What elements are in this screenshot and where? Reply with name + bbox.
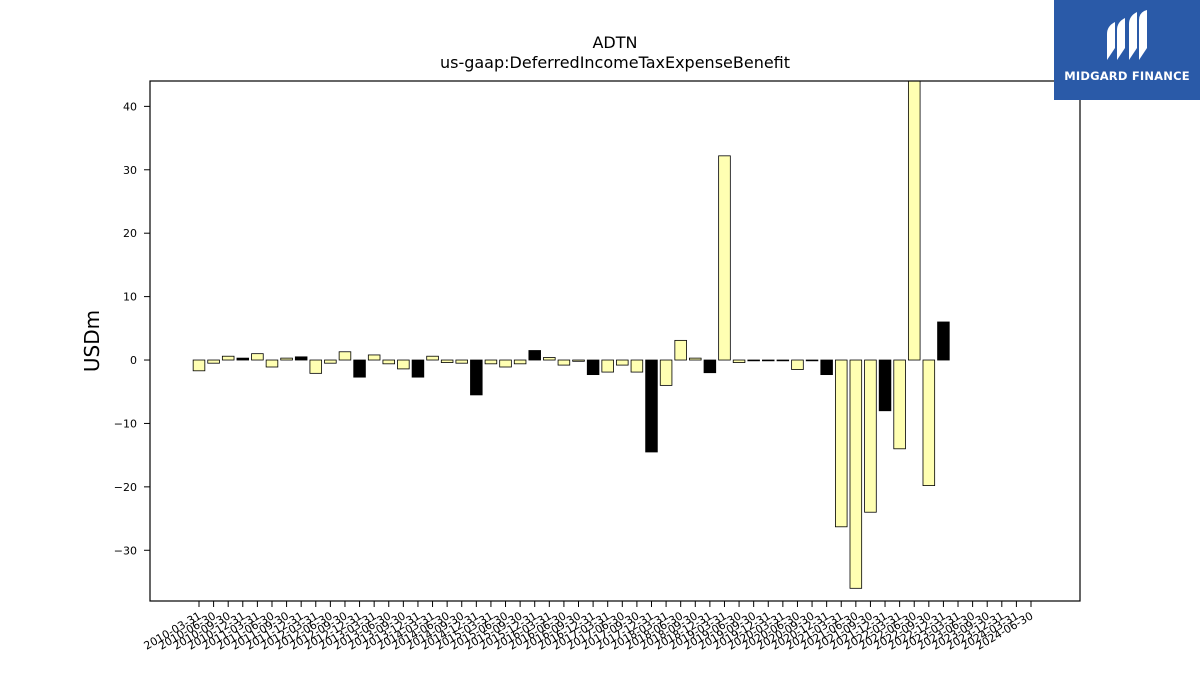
y-tick-label: 40	[123, 100, 137, 113]
bar-2012-03-31	[309, 359, 323, 374]
bar-2014-03-31	[426, 355, 439, 361]
bar-2018-06-30	[674, 339, 687, 361]
bar-2014-09-30	[455, 359, 468, 364]
bar-2021-12-31	[878, 359, 892, 412]
bar-2019-03-31	[718, 155, 731, 361]
bars-group	[192, 80, 950, 589]
bar-2020-03-31	[776, 359, 790, 362]
bar-2019-06-30	[732, 359, 746, 363]
y-tick-label: −20	[114, 481, 137, 494]
y-tick-label: 20	[123, 227, 137, 240]
bar-2017-09-30	[630, 359, 644, 373]
bar-2011-12-31	[294, 356, 308, 361]
bar-2011-09-30	[280, 357, 293, 361]
bar-2016-06-30	[557, 359, 571, 366]
bar-2015-09-30	[513, 359, 527, 365]
bar-2022-06-30	[907, 80, 921, 361]
bar-2022-12-31	[937, 321, 950, 361]
y-tick-label: −30	[114, 544, 137, 557]
bar-2020-12-31	[820, 359, 833, 376]
bar-2010-06-30	[207, 359, 220, 364]
bar-2014-12-31	[470, 359, 483, 396]
y-tick-label: 10	[123, 291, 137, 304]
bar-2011-03-31	[251, 353, 264, 361]
bar-2012-09-30	[338, 351, 352, 361]
bar-2018-09-30	[689, 357, 702, 361]
bar-2014-06-30	[440, 359, 454, 363]
bar-2019-12-31	[762, 359, 775, 362]
y-axis-label: USDm	[80, 310, 104, 372]
bar-2010-03-31	[192, 359, 206, 372]
bar-2016-09-30	[572, 359, 585, 362]
bar-2022-09-30	[922, 359, 936, 486]
x-axis: 2010-03-312010-06-302010-09-302010-12-31…	[142, 601, 1036, 653]
bar-2018-12-31	[703, 359, 717, 374]
midgard-finance-logo: MIDGARD FINANCE	[1054, 0, 1200, 100]
bar-2021-09-30	[864, 359, 877, 513]
bar-2013-06-30	[382, 359, 396, 365]
bar-2022-03-31	[893, 359, 906, 450]
plot-frame	[149, 80, 1081, 602]
bar-2013-03-31	[367, 354, 381, 361]
bar-2020-09-30	[805, 359, 819, 362]
bar-2017-06-30	[616, 359, 629, 366]
y-axis: −30 −20 −10 0 10 20 30 40	[114, 100, 150, 557]
bar-2019-09-30	[747, 359, 760, 362]
midgard-logo-icon	[1107, 10, 1147, 60]
y-tick-label: 30	[123, 164, 137, 177]
bar-2015-06-30	[499, 359, 512, 368]
logo-text: MIDGARD FINANCE	[1064, 69, 1190, 83]
y-tick-label: 0	[130, 354, 137, 367]
bar-2012-06-30	[324, 359, 337, 364]
chart-subtitle: us-gaap:DeferredIncomeTaxExpenseBenefit	[440, 53, 790, 72]
bar-2010-12-31	[236, 357, 250, 361]
chart-title: ADTN	[592, 33, 637, 52]
bar-2017-12-31	[645, 359, 658, 453]
bar-2018-03-31	[659, 359, 673, 386]
bar-2011-06-30	[265, 359, 279, 368]
bar-2021-06-30	[849, 359, 863, 589]
bar-2016-03-31	[543, 357, 556, 361]
bar-2016-12-31	[586, 359, 600, 376]
bar-2020-06-30	[791, 359, 804, 370]
bar-2015-03-31	[484, 359, 498, 365]
bar-2012-12-31	[353, 359, 366, 378]
bar-2010-09-30	[221, 355, 235, 361]
bar-2015-12-31	[528, 350, 541, 361]
bar-2013-12-31	[411, 359, 425, 378]
bar-2013-09-30	[397, 359, 410, 370]
bar-2021-03-31	[835, 359, 848, 528]
bar-2017-03-31	[601, 359, 614, 373]
y-tick-label: −10	[114, 417, 137, 430]
